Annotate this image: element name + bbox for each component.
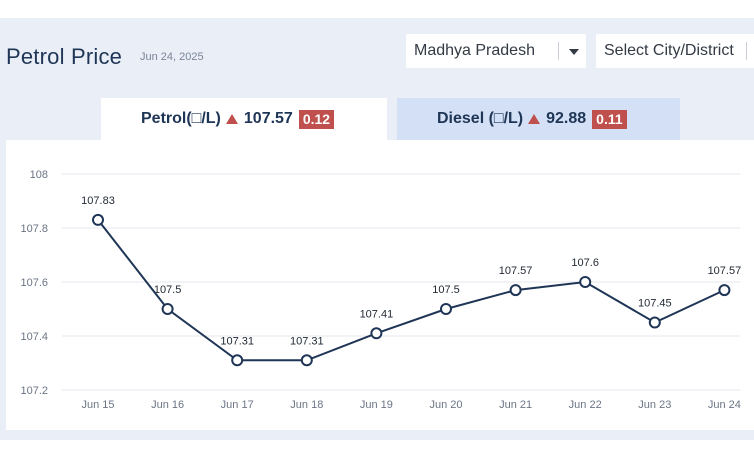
data-label: 107.41: [360, 308, 394, 320]
y-tick-label: 107.6: [20, 277, 48, 289]
data-label: 107.31: [290, 335, 324, 347]
x-tick-label: Jun 17: [221, 399, 254, 411]
data-label: 107.45: [638, 298, 672, 310]
x-tick-label: Jun 15: [81, 399, 114, 411]
data-point: [718, 284, 731, 297]
data-label: 107.83: [81, 195, 115, 207]
tab-diesel[interactable]: Diesel (□/L) 92.88 0.11: [397, 98, 680, 140]
diesel-change-badge: 0.11: [592, 109, 627, 129]
data-point: [440, 303, 452, 315]
data-label: 107.57: [708, 265, 742, 277]
price-date: Jun 24, 2025: [140, 51, 204, 63]
x-tick-label: Jun 16: [151, 399, 184, 411]
y-tick-label: 107.4: [20, 331, 48, 343]
price-up-icon: [528, 114, 541, 124]
diesel-tab-label: Diesel (□/L): [437, 110, 524, 127]
data-label: 107.5: [154, 284, 182, 296]
y-tick-label: 107.2: [20, 385, 48, 397]
petrol-price: 107.57: [243, 110, 293, 127]
y-tick-label: 108: [30, 169, 48, 181]
data-point: [370, 327, 383, 340]
city-select[interactable]: Select City/District: [596, 34, 754, 68]
x-tick-label: Jun 24: [708, 399, 741, 411]
x-tick-label: Jun 19: [360, 399, 393, 411]
data-point: [579, 276, 592, 288]
diesel-price: 92.88: [546, 110, 587, 127]
data-point: [300, 354, 313, 367]
select-divider: [746, 42, 747, 60]
data-point: [648, 316, 661, 329]
petrol-tab-label: Petrol(□/L): [141, 110, 221, 127]
x-tick-label: Jun 21: [499, 399, 532, 411]
data-point: [509, 284, 522, 297]
series-line: [97, 219, 725, 362]
tab-petrol[interactable]: Petrol(□/L) 107.57 0.12: [101, 98, 387, 140]
state-select[interactable]: Madhya Pradesh: [406, 34, 586, 68]
price-up-icon: [225, 114, 238, 124]
y-tick-label: 107.8: [20, 223, 48, 235]
data-point: [92, 213, 104, 226]
select-divider: [558, 42, 559, 60]
data-point: [231, 354, 244, 367]
data-label: 107.57: [499, 265, 533, 277]
data-label: 107.5: [432, 284, 460, 296]
x-tick-label: Jun 20: [429, 399, 462, 411]
data-label: 107.31: [220, 335, 254, 347]
city-select-placeholder: Select City/District: [604, 42, 734, 59]
x-tick-label: Jun 18: [290, 399, 323, 411]
page-title: Petrol Price: [6, 44, 123, 69]
petrol-change-badge: 0.12: [298, 109, 335, 129]
x-tick-label: Jun 22: [569, 399, 602, 411]
data-point: [161, 303, 174, 315]
state-select-value: Madhya Pradesh: [414, 42, 535, 59]
chart-card: [6, 140, 754, 430]
x-tick-label: Jun 23: [638, 399, 671, 411]
data-label: 107.6: [571, 257, 599, 269]
top-strip: [0, 0, 754, 18]
chevron-down-icon[interactable]: [569, 49, 579, 55]
